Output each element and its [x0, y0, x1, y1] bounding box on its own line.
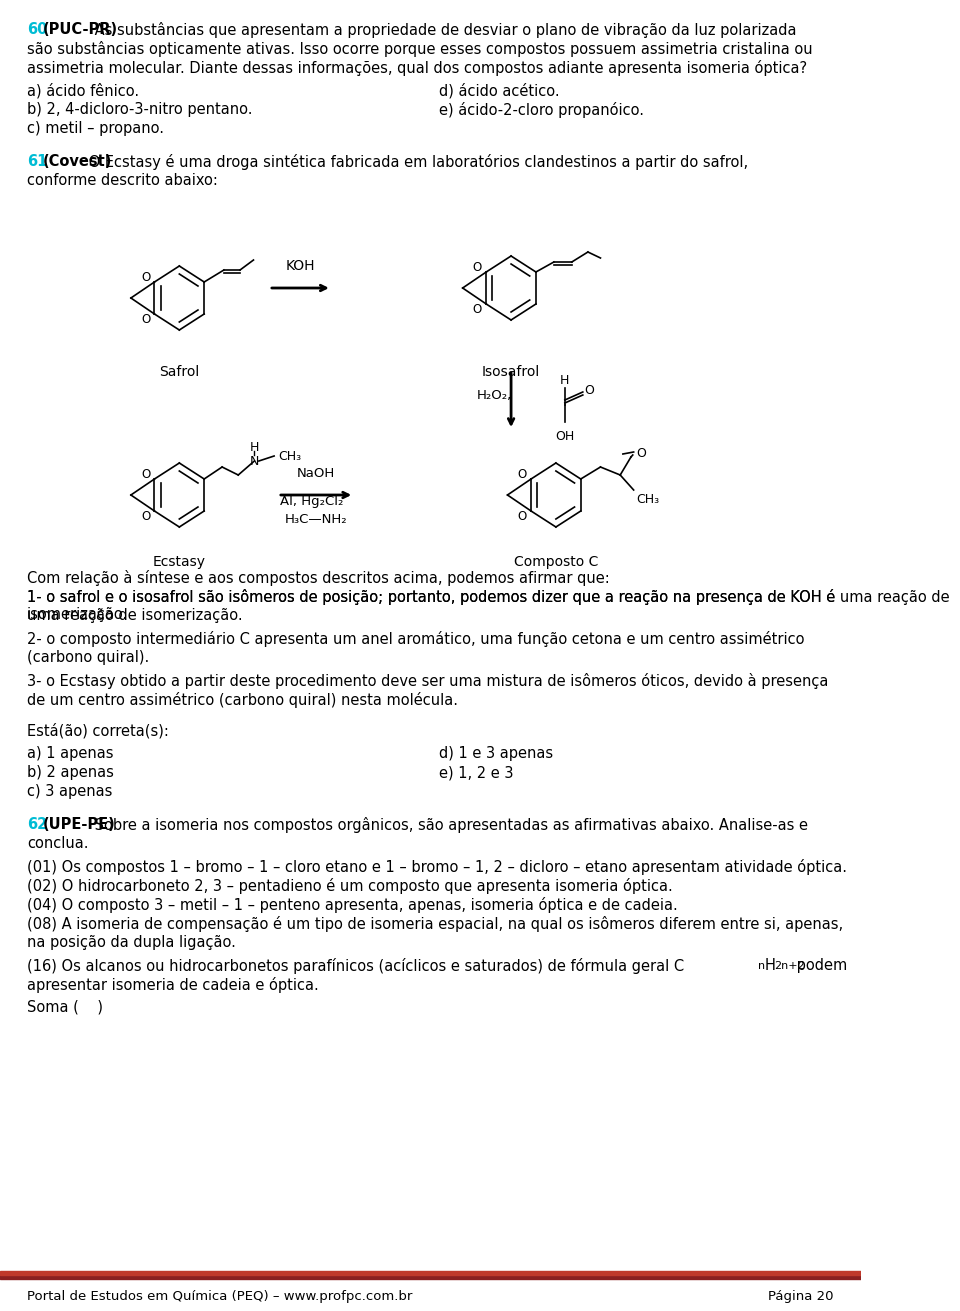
Text: O: O	[141, 510, 150, 523]
Text: e) ácido-2-cloro propanóico.: e) ácido-2-cloro propanóico.	[440, 102, 644, 118]
Bar	[0, 1270, 861, 1276]
Text: (08) A isomeria de compensação é um tipo de isomeria espacial, na qual os isômer: (08) A isomeria de compensação é um tipo…	[27, 916, 843, 932]
Text: e) 1, 2 e 3: e) 1, 2 e 3	[440, 766, 514, 780]
Text: podem: podem	[792, 958, 847, 973]
Text: O: O	[141, 312, 150, 325]
Text: são substâncias opticamente ativas. Isso ocorre porque esses compostos possuem a: são substâncias opticamente ativas. Isso…	[27, 41, 812, 56]
Text: O: O	[636, 447, 646, 459]
Text: H: H	[561, 374, 569, 387]
Text: d) ácido acético.: d) ácido acético.	[440, 83, 560, 98]
Text: Com relação à síntese e aos compostos descritos acima, podemos afirmar que:: Com relação à síntese e aos compostos de…	[27, 570, 610, 586]
Text: Composto C: Composto C	[514, 555, 598, 569]
Text: H₃C—NH₂: H₃C—NH₂	[285, 513, 348, 526]
Text: (01) Os compostos 1 – bromo – 1 – cloro etano e 1 – bromo – 1, 2 – dicloro – eta: (01) Os compostos 1 – bromo – 1 – cloro …	[27, 859, 847, 874]
Text: NaOH: NaOH	[297, 467, 335, 480]
Text: conclua.: conclua.	[27, 836, 88, 851]
Text: uma reação de isomerização.: uma reação de isomerização.	[27, 608, 243, 623]
Text: na posição da dupla ligação.: na posição da dupla ligação.	[27, 935, 236, 950]
Text: H: H	[765, 958, 776, 973]
Text: CH₃: CH₃	[278, 450, 301, 463]
Text: (Covest): (Covest)	[43, 153, 112, 169]
Text: b) 2, 4-dicloro-3-nitro pentano.: b) 2, 4-dicloro-3-nitro pentano.	[27, 102, 252, 117]
Text: O: O	[517, 468, 527, 481]
Text: 3- o Ecstasy obtido a partir deste procedimento deve ser uma mistura de isômeros: 3- o Ecstasy obtido a partir deste proce…	[27, 673, 828, 690]
Text: 2- o composto intermediário C apresenta um anel aromático, uma função cetona e u: 2- o composto intermediário C apresenta …	[27, 631, 804, 648]
Text: (02) O hidrocarboneto 2, 3 – pentadieno é um composto que apresenta isomeria ópt: (02) O hidrocarboneto 2, 3 – pentadieno …	[27, 878, 673, 894]
Text: a) ácido fênico.: a) ácido fênico.	[27, 83, 139, 98]
Text: N: N	[250, 455, 259, 468]
Text: Soma (    ): Soma ( )	[27, 1000, 103, 1015]
Text: 60: 60	[27, 22, 47, 37]
Text: Safrol: Safrol	[159, 364, 200, 379]
Text: H: H	[250, 440, 259, 454]
Text: 1- o safrol e o isosafrol são isômeros de posição; portanto, podemos dizer que a: 1- o safrol e o isosafrol são isômeros d…	[27, 589, 949, 623]
Text: (16) Os alcanos ou hidrocarbonetos parafínicos (acíclicos e saturados) de fórmul: (16) Os alcanos ou hidrocarbonetos paraf…	[27, 958, 684, 974]
Text: 1- o safrol e o isosafrol são isômeros de posição; portanto, podemos dizer que a: 1- o safrol e o isosafrol são isômeros d…	[27, 589, 835, 604]
Text: 61: 61	[27, 153, 47, 169]
Text: Página 20: Página 20	[768, 1290, 834, 1303]
Text: conforme descrito abaixo:: conforme descrito abaixo:	[27, 173, 218, 187]
Text: O: O	[517, 510, 527, 523]
Text: OH: OH	[555, 430, 574, 443]
Text: assimetria molecular. Diante dessas informações, qual dos compostos adiante apre: assimetria molecular. Diante dessas info…	[27, 60, 807, 76]
Text: a) 1 apenas: a) 1 apenas	[27, 746, 113, 760]
Text: Al, Hg₂Cl₂: Al, Hg₂Cl₂	[280, 496, 344, 507]
Text: Está(ão) correta(s):: Está(ão) correta(s):	[27, 722, 169, 738]
Text: KOH: KOH	[286, 260, 315, 273]
Text: Sobre a isomeria nos compostos orgânicos, são apresentadas as afirmativas abaixo: Sobre a isomeria nos compostos orgânicos…	[89, 817, 807, 832]
Text: O: O	[472, 261, 482, 274]
Text: d) 1 e 3 apenas: d) 1 e 3 apenas	[440, 746, 554, 760]
Text: de um centro assimétrico (carbono quiral) nesta molécula.: de um centro assimétrico (carbono quiral…	[27, 692, 458, 708]
Text: Ecstasy: Ecstasy	[153, 555, 205, 569]
Text: O Ecstasy é uma droga sintética fabricada em laboratórios clandestinos a partir : O Ecstasy é uma droga sintética fabricad…	[84, 153, 749, 170]
Text: O: O	[141, 468, 150, 481]
Text: H₂O₂,: H₂O₂,	[477, 388, 513, 401]
Text: Isosafrol: Isosafrol	[482, 364, 540, 379]
Text: O: O	[585, 384, 594, 396]
Text: 2n+2: 2n+2	[774, 961, 804, 971]
Text: apresentar isomeria de cadeia e óptica.: apresentar isomeria de cadeia e óptica.	[27, 977, 319, 992]
Text: c) metil – propano.: c) metil – propano.	[27, 121, 164, 136]
Text: CH₃: CH₃	[636, 493, 660, 506]
Text: As substâncias que apresentam a propriedade de desviar o plano de vibração da lu: As substâncias que apresentam a propried…	[89, 22, 796, 38]
Text: n: n	[757, 961, 765, 971]
Text: (UPE-PE): (UPE-PE)	[43, 817, 116, 832]
Text: (04) O composto 3 – metil – 1 – penteno apresenta, apenas, isomeria óptica e de : (04) O composto 3 – metil – 1 – penteno …	[27, 897, 678, 912]
Text: O: O	[472, 303, 482, 316]
Text: c) 3 apenas: c) 3 apenas	[27, 784, 112, 798]
Bar	[0, 1276, 861, 1280]
Text: 62: 62	[27, 817, 47, 832]
Text: Portal de Estudos em Química (PEQ) – www.profpc.com.br: Portal de Estudos em Química (PEQ) – www…	[27, 1290, 412, 1303]
Text: O: O	[141, 270, 150, 283]
Text: (PUC-PR): (PUC-PR)	[43, 22, 118, 37]
Text: (carbono quiral).: (carbono quiral).	[27, 650, 149, 665]
Text: b) 2 apenas: b) 2 apenas	[27, 766, 114, 780]
